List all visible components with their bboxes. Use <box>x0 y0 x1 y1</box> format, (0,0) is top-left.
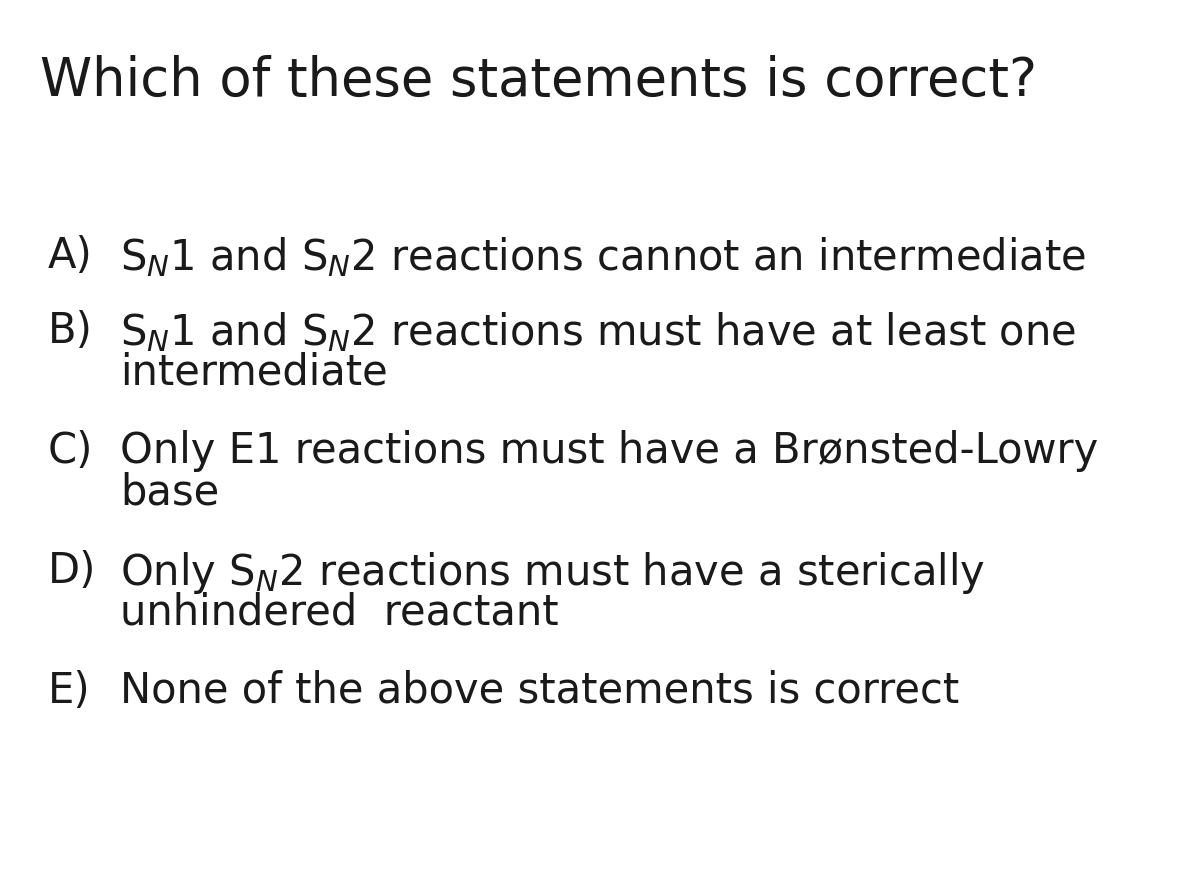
Text: intermediate: intermediate <box>120 352 388 394</box>
Text: Which of these statements is correct?: Which of these statements is correct? <box>40 55 1037 107</box>
Text: base: base <box>120 472 220 514</box>
Text: D): D) <box>48 549 96 591</box>
Text: None of the above statements is correct: None of the above statements is correct <box>120 669 959 711</box>
Text: S$_{N}$1 and S$_{N}$2 reactions cannot an intermediate: S$_{N}$1 and S$_{N}$2 reactions cannot a… <box>120 235 1086 279</box>
Text: Only E1 reactions must have a Brønsted-Lowry: Only E1 reactions must have a Brønsted-L… <box>120 429 1098 472</box>
Text: S$_{N}$1 and S$_{N}$2 reactions must have at least one: S$_{N}$1 and S$_{N}$2 reactions must hav… <box>120 309 1076 354</box>
Text: E): E) <box>48 669 91 711</box>
Text: A): A) <box>48 235 92 276</box>
Text: B): B) <box>48 309 92 352</box>
Text: unhindered  reactant: unhindered reactant <box>120 591 559 634</box>
Text: Only S$_{N}$2 reactions must have a sterically: Only S$_{N}$2 reactions must have a ster… <box>120 549 985 595</box>
Text: C): C) <box>48 429 94 472</box>
